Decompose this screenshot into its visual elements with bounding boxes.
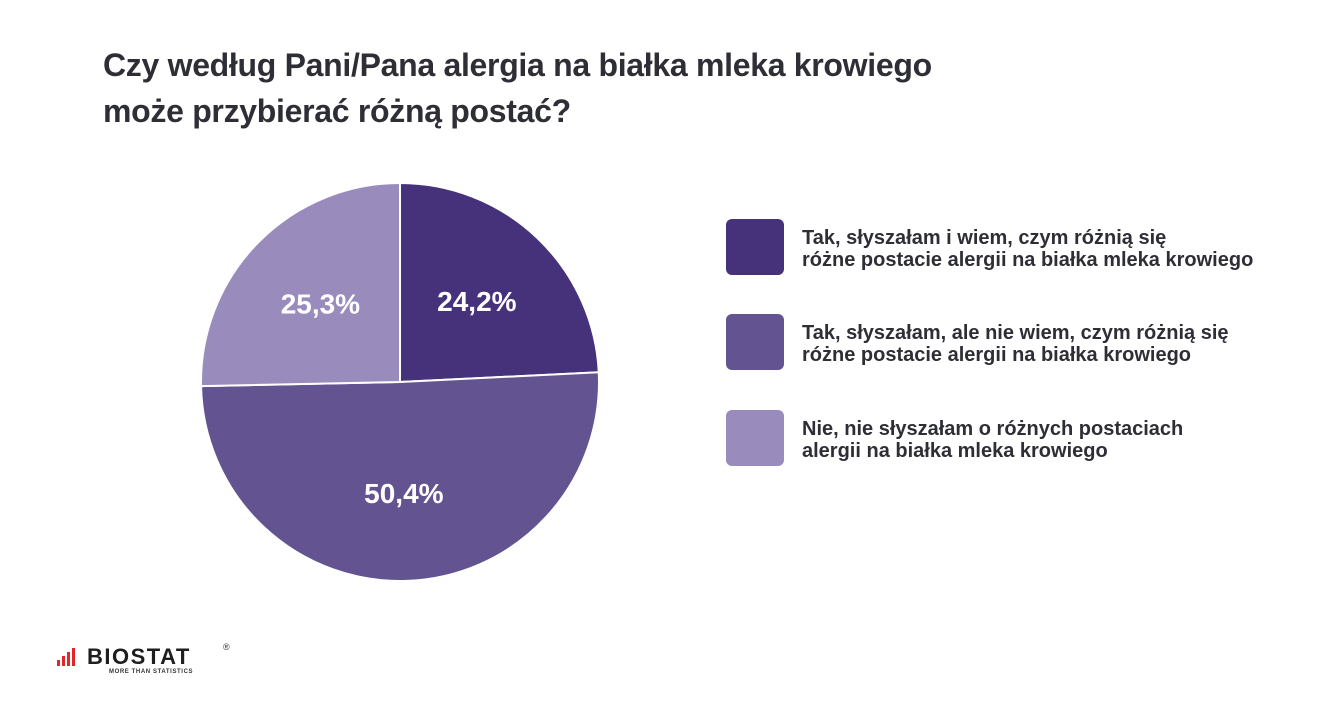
legend-item-1: Tak, słyszałam i wiem, czym różnią się r… [726, 219, 1326, 277]
chart-title-line-2: może przybierać różną postać? [103, 93, 571, 129]
legend-label-3-line-2: alergii na białka mleka krowiego [802, 440, 1108, 462]
logo-bars-icon [57, 648, 81, 666]
pie-slice-label-3: 25,3% [281, 289, 360, 320]
chart-title-line-1: Czy według Pani/Pana alergia na białka m… [103, 47, 932, 83]
legend-swatch-3 [726, 410, 784, 466]
chart-title: Czy według Pani/Pana alergia na białka m… [103, 42, 1103, 134]
logo-name: BIOSTAT [87, 644, 191, 669]
legend-label-1: Tak, słyszałam i wiem, czym różnią się r… [802, 227, 1330, 271]
legend-label-3-line-1: Nie, nie słyszałam o różnych postaciach [802, 418, 1184, 440]
pie-slice-label-2: 50,4% [364, 478, 443, 509]
legend-label-2-line-1: Tak, słyszałam, ale nie wiem, czym różni… [802, 322, 1229, 344]
logo-tagline: MORE THAN STATISTICS [109, 669, 194, 675]
logo-registered-mark: ® [223, 642, 230, 652]
legend-label-2-line-2: różne postacie alergii na białka krowieg… [802, 344, 1192, 366]
legend-item-2: Tak, słyszałam, ale nie wiem, czym różni… [726, 314, 1326, 372]
pie-slice-3 [200, 181, 401, 388]
legend-label-2: Tak, słyszałam, ale nie wiem, czym różni… [802, 322, 1330, 366]
legend-item-3: Nie, nie słyszałam o różnych postaciach … [726, 410, 1326, 468]
legend-label-1-line-1: Tak, słyszałam i wiem, czym różnią się [802, 227, 1167, 249]
legend-swatch-1 [726, 219, 784, 275]
biostat-logo: BIOSTAT MORE THAN STATISTICS ® [57, 640, 237, 680]
pie-slice-1 [399, 181, 600, 384]
legend-label-1-line-2: różne postacie alergii na białka mleka k… [802, 249, 1254, 271]
legend-label-3: Nie, nie słyszałam o różnych postaciach … [802, 418, 1330, 462]
legend-swatch-2 [726, 314, 784, 370]
pie-slice-2 [200, 371, 600, 582]
pie-slice-label-1: 24,2% [437, 286, 516, 317]
